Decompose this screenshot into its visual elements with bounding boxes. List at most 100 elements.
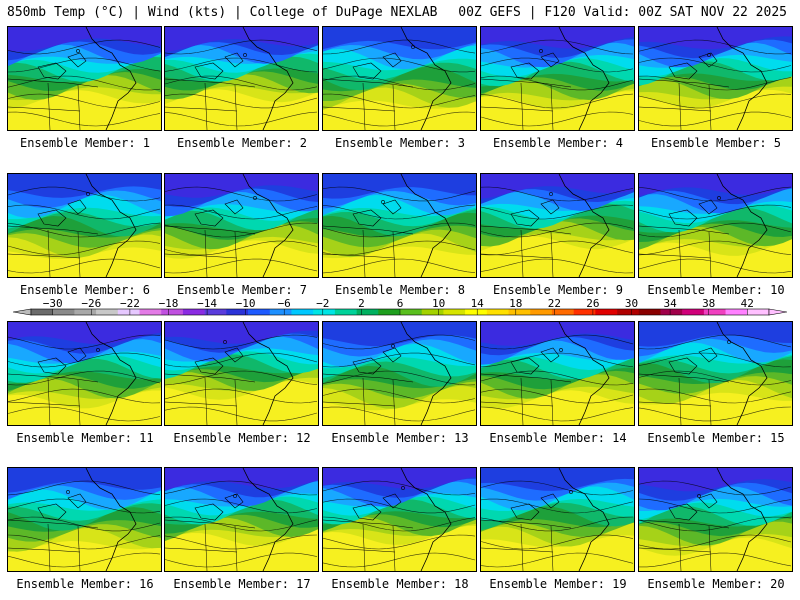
colorbar-tick-label: 30 [625,298,638,310]
temperature-map-18 [323,468,476,571]
temperature-map-13 [323,322,476,425]
colorbar-tick-label: −30 [43,298,63,310]
temperature-map-10 [639,174,792,277]
ensemble-caption-14: Ensemble Member: 14 [489,431,627,445]
ensemble-caption-13: Ensemble Member: 13 [331,431,469,445]
colorbar-tick-label: 22 [548,298,561,310]
colorbar-segment [703,309,726,315]
temperature-map-11 [8,322,161,425]
temperature-map-16 [8,468,161,571]
ensemble-panel-2 [164,26,319,131]
ensemble-panel-11 [7,321,162,426]
temperature-colorbar: −30 −26 −22 −18 −14 −10 −6 −2 2 6 10 14 18 22 26 30 34 38… [13,298,787,316]
colorbar-segment [96,309,119,315]
ensemble-panel-19 [480,467,635,572]
colorbar-segment [31,309,54,315]
ensemble-panel-7 [164,173,319,278]
colorbar-segment [660,309,683,315]
ensemble-caption-15: Ensemble Member: 15 [647,431,785,445]
colorbar-tick-label: 34 [663,298,677,310]
colorbar-tick-label: 10 [432,298,445,310]
colorbar-segment [682,309,705,315]
header-valid-time: 00Z GEFS | F120 Valid: 00Z SAT NOV 22 20… [458,5,787,20]
colorbar-segment [595,309,618,315]
ensemble-panel-3 [322,26,477,131]
colorbar-segment [117,309,140,315]
colorbar-low-arrow [13,308,32,316]
ensemble-caption-19: Ensemble Member: 19 [489,577,627,591]
ensemble-caption-6: Ensemble Member: 6 [19,283,151,297]
colorbar-segment [204,309,227,315]
ensemble-panel-12 [164,321,319,426]
ensemble-panel-14 [480,321,635,426]
ensemble-panel-18 [322,467,477,572]
ensemble-panel-20 [638,467,793,572]
colorbar-tick-label: 42 [741,298,754,310]
colorbar-tick-label: −10 [236,298,256,310]
ensemble-caption-10: Ensemble Member: 10 [647,283,785,297]
colorbar-tick-label: 6 [397,298,404,310]
colorbar-tick-label: 18 [509,298,522,310]
colorbar-segment [725,309,748,315]
colorbar-segment [356,309,379,315]
colorbar-segment [400,309,423,315]
colorbar-segment [747,309,770,315]
ensemble-caption-4: Ensemble Member: 4 [492,136,624,150]
colorbar-segment [617,309,640,315]
ensemble-caption-7: Ensemble Member: 7 [176,283,308,297]
ensemble-panel-1 [7,26,162,131]
temperature-map-14 [481,322,634,425]
temperature-map-5 [639,27,792,130]
ensemble-panel-4 [480,26,635,131]
temperature-map-1 [8,27,161,130]
temperature-map-20 [639,468,792,571]
colorbar-segment [638,309,661,315]
colorbar-segment [465,309,488,315]
ensemble-panel-5 [638,26,793,131]
ensemble-caption-12: Ensemble Member: 12 [173,431,311,445]
ensemble-caption-20: Ensemble Member: 20 [647,577,785,591]
colorbar-tick-label: −14 [197,298,217,310]
colorbar-segment [74,309,97,315]
ensemble-caption-18: Ensemble Member: 18 [331,577,469,591]
colorbar-high-arrow [768,308,787,316]
ensemble-panel-9 [480,173,635,278]
colorbar-segment [248,309,271,315]
ensemble-caption-9: Ensemble Member: 9 [492,283,624,297]
colorbar-tick-label: −26 [81,298,101,310]
ensemble-caption-11: Ensemble Member: 11 [16,431,154,445]
colorbar-segment [139,309,162,315]
colorbar-tick-label: −22 [120,298,140,310]
ensemble-caption-5: Ensemble Member: 5 [650,136,782,150]
colorbar-segment [573,309,596,315]
colorbar-segment [269,309,292,315]
colorbar-tick-label: 2 [358,298,365,310]
temperature-map-2 [165,27,318,130]
ensemble-panel-6 [7,173,162,278]
temperature-map-17 [165,468,318,571]
colorbar-segment [530,309,553,315]
colorbar-segment [291,309,314,315]
ensemble-caption-1: Ensemble Member: 1 [19,136,151,150]
colorbar-segment [334,309,357,315]
colorbar-tick-label: 26 [586,298,599,310]
ensemble-panel-16 [7,467,162,572]
colorbar-segment [378,309,401,315]
colorbar-segment [421,309,444,315]
ensemble-panel-15 [638,321,793,426]
temperature-map-4 [481,27,634,130]
ensemble-panel-13 [322,321,477,426]
colorbar-segment [182,309,205,315]
temperature-map-19 [481,468,634,571]
temperature-map-9 [481,174,634,277]
colorbar-segment [226,309,249,315]
colorbar-segment [161,309,184,315]
colorbar-tick-label: 14 [471,298,485,310]
ensemble-panel-10 [638,173,793,278]
colorbar-tick-label: −6 [278,298,291,310]
colorbar-segment [551,309,574,315]
ensemble-caption-8: Ensemble Member: 8 [334,283,466,297]
temperature-map-7 [165,174,318,277]
colorbar-segment [508,309,531,315]
colorbar-tick-label: −18 [159,298,179,310]
